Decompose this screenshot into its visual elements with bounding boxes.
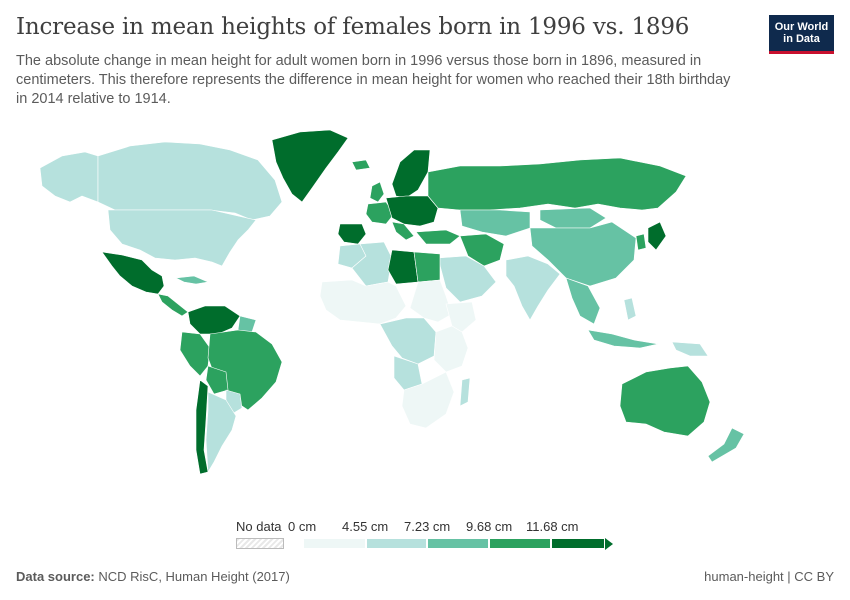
country-canada[interactable] (97, 141, 283, 221)
legend-tick-1: 4.55 cm (342, 519, 389, 534)
country-colombia-venezuela[interactable] (187, 305, 241, 335)
world-map (0, 110, 850, 505)
legend-tick-4: 11.68 cm (526, 519, 579, 534)
country-iceland[interactable] (351, 159, 371, 171)
country-indonesia[interactable] (587, 329, 659, 349)
country-bolivia[interactable] (205, 365, 229, 395)
legend-bin-3[interactable] (489, 538, 551, 549)
data-source-label: Data source: (16, 569, 95, 584)
country-australia[interactable] (619, 365, 711, 437)
legend-bin-4[interactable] (551, 538, 605, 549)
country-saudi-arabia[interactable] (437, 255, 497, 303)
logo-line-2: in Data (783, 33, 820, 45)
country-china[interactable] (529, 221, 637, 287)
country-argentina[interactable] (205, 391, 237, 473)
chart-subtitle: The absolute change in mean height for a… (16, 53, 731, 107)
country-turkey[interactable] (415, 229, 461, 245)
country-greenland[interactable] (271, 129, 349, 203)
country-libya[interactable] (387, 249, 419, 285)
country-russia[interactable] (427, 157, 687, 211)
legend-tick-2: 7.23 cm (404, 519, 451, 534)
country-papua-new-guinea[interactable] (671, 341, 709, 357)
country-west-africa[interactable] (319, 279, 407, 325)
country-guianas[interactable] (237, 315, 257, 333)
data-source-text: NCD RisC, Human Height (2017) (98, 569, 290, 584)
country-iran[interactable] (459, 233, 505, 267)
legend-nodata-swatch[interactable] (236, 538, 284, 549)
country-egypt[interactable] (413, 251, 441, 283)
country-southern-africa[interactable] (401, 371, 455, 429)
country-korea[interactable] (635, 233, 647, 251)
legend-bin-1[interactable] (366, 538, 427, 549)
data-source: Data source: NCD RisC, Human Height (201… (16, 569, 290, 584)
country-kazakhstan[interactable] (459, 209, 531, 237)
country-japan[interactable] (647, 221, 667, 251)
country-scandinavia[interactable] (391, 149, 431, 199)
country-mongolia[interactable] (539, 207, 607, 229)
country-sudan[interactable] (409, 279, 453, 323)
chart-slug-license[interactable]: human-height | CC BY (704, 569, 834, 584)
world-map-svg (39, 129, 745, 475)
country-central-america[interactable] (157, 293, 189, 317)
owid-logo[interactable]: Our World in Data (769, 15, 834, 54)
country-central-europe[interactable] (385, 195, 439, 227)
legend-bin-2[interactable] (427, 538, 489, 549)
legend-arrow (605, 537, 613, 550)
country-italy[interactable] (391, 221, 415, 241)
country-chile[interactable] (195, 379, 209, 475)
country-united-kingdom[interactable] (369, 181, 385, 203)
country-india[interactable] (505, 255, 561, 321)
country-mexico[interactable] (101, 251, 165, 295)
country-ethiopia[interactable] (445, 301, 477, 333)
country-new-zealand[interactable] (707, 427, 745, 463)
country-alaska[interactable] (39, 151, 99, 203)
legend-tick-0: 0 cm (288, 519, 317, 534)
country-southeast-asia[interactable] (565, 277, 601, 325)
chart-title: Increase in mean heights of females born… (16, 14, 690, 40)
country-peru[interactable] (179, 331, 211, 377)
country-france[interactable] (365, 201, 395, 225)
logo-line-1: Our World (774, 21, 829, 33)
country-united-states[interactable] (107, 209, 257, 267)
country-philippines[interactable] (623, 297, 637, 321)
country-cuba[interactable] (175, 275, 209, 285)
country-east-africa[interactable] (433, 325, 469, 373)
legend-nodata-label: No data (236, 519, 282, 534)
country-central-africa[interactable] (379, 317, 437, 365)
map-legend: No data 0 cm 4.55 cm 7.23 cm 9.68 cm 11.… (0, 515, 850, 555)
legend-bin-0[interactable] (303, 538, 366, 549)
country-spain[interactable] (337, 223, 367, 245)
country-madagascar[interactable] (459, 377, 471, 407)
legend-tick-3: 9.68 cm (466, 519, 513, 534)
